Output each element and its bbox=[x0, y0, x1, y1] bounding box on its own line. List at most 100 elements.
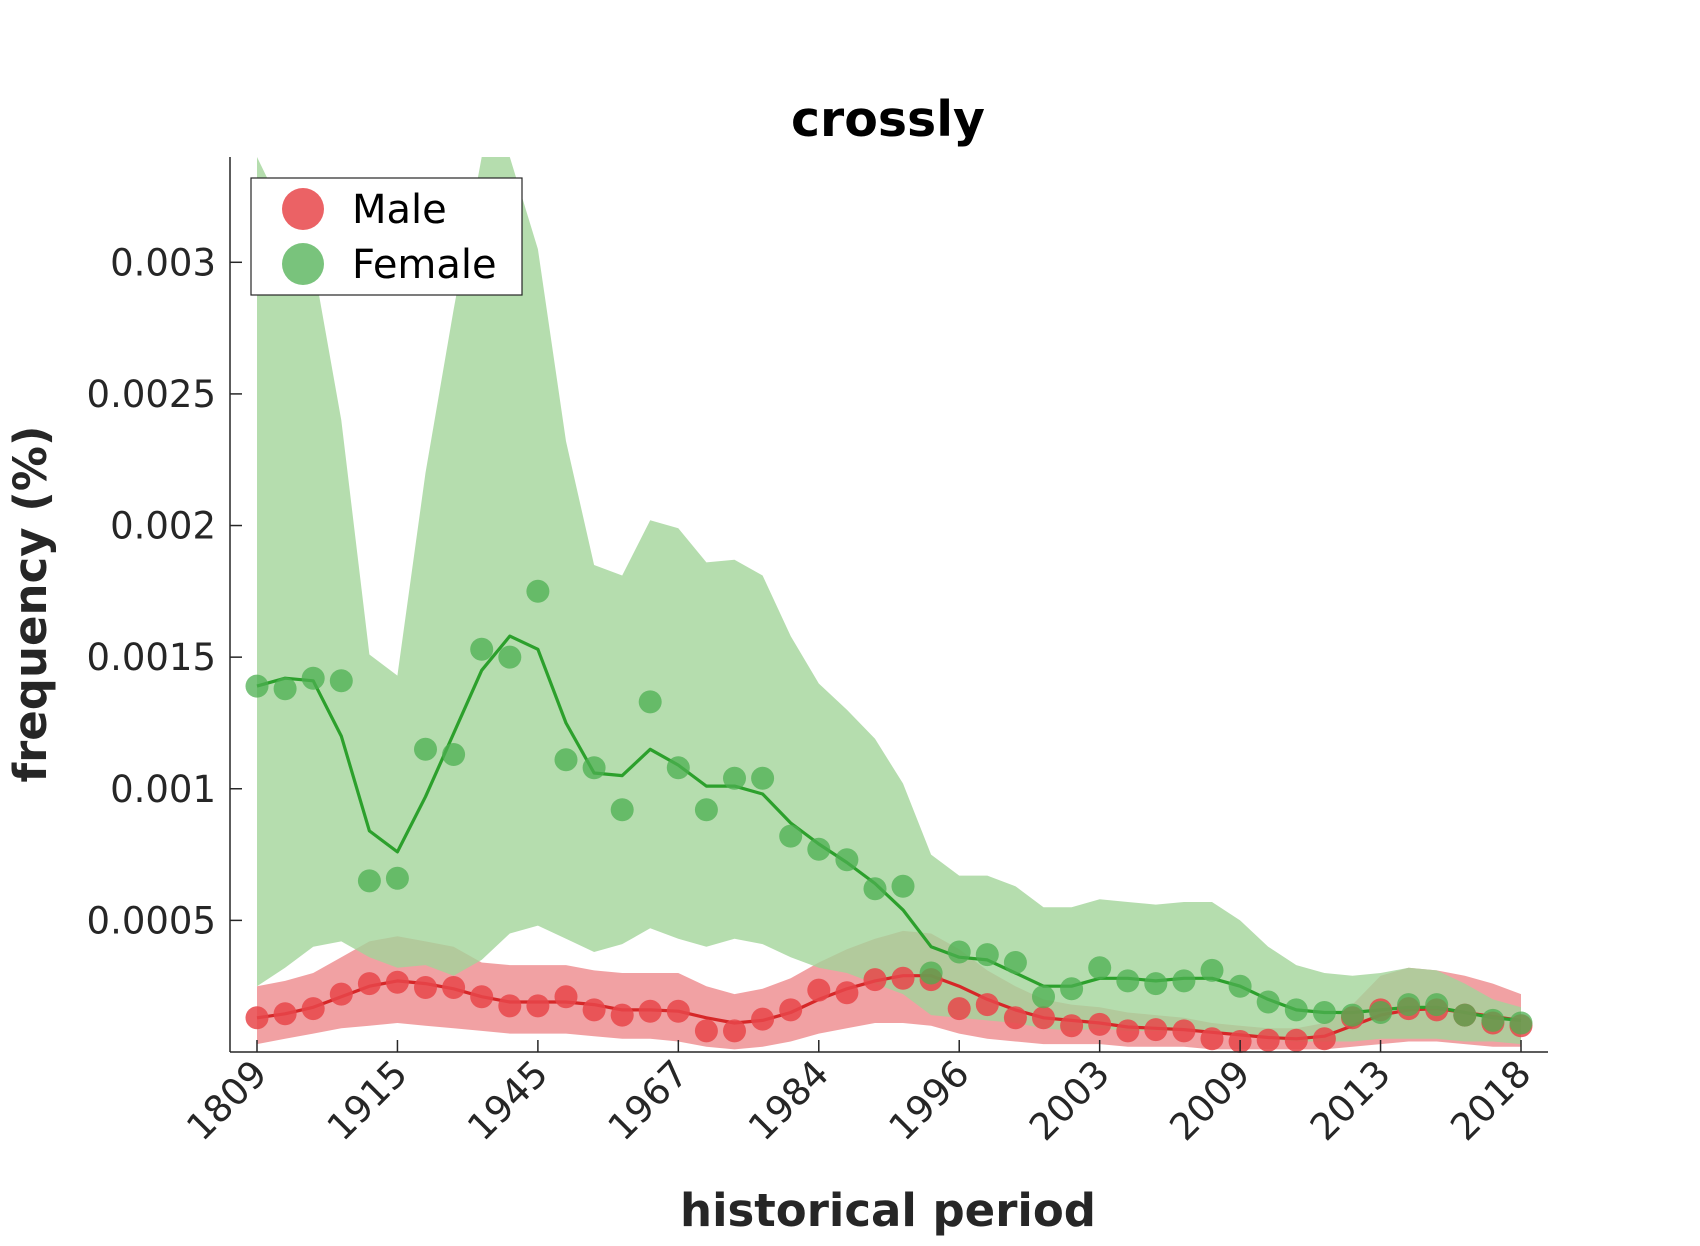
female-data-point bbox=[329, 669, 353, 693]
male-data-point bbox=[835, 981, 859, 1005]
y-axis-ticks: 0.0005 0.001 0.0015 0.002 0.0025 0.003 bbox=[87, 241, 242, 942]
male-trend-line bbox=[256, 974, 1522, 1041]
male-data-point bbox=[1312, 1027, 1336, 1051]
male-data-point bbox=[1200, 1027, 1224, 1051]
trend-lines bbox=[256, 634, 1522, 1041]
y-axis-label: frequency (%) bbox=[4, 426, 57, 783]
confidence-bands bbox=[257, 157, 1521, 1050]
female-data-point bbox=[245, 674, 269, 698]
male-data-point bbox=[723, 1019, 746, 1043]
female-data-point bbox=[1312, 1001, 1336, 1024]
y-tick-label: 0.0025 bbox=[87, 373, 216, 416]
male-data-point bbox=[666, 999, 690, 1023]
female-data-point bbox=[919, 961, 943, 985]
male-data-point bbox=[1172, 1019, 1196, 1043]
female-data-point bbox=[1032, 985, 1055, 1009]
female-data-point bbox=[807, 837, 831, 861]
male-data-point bbox=[1060, 1014, 1084, 1038]
male-data-point bbox=[1116, 1019, 1140, 1043]
female-data-point bbox=[1172, 969, 1196, 993]
male-data-point bbox=[1088, 1012, 1112, 1036]
male-data-point bbox=[414, 976, 437, 999]
female-data-point bbox=[1144, 972, 1168, 996]
female-data-point bbox=[1284, 998, 1308, 1022]
female-data-point bbox=[526, 579, 550, 603]
female-data-point bbox=[610, 798, 634, 822]
female-trend-line bbox=[256, 634, 1522, 1022]
male-data-point bbox=[301, 997, 325, 1021]
female-data-point bbox=[947, 940, 971, 964]
data-points bbox=[245, 579, 1533, 1053]
female-data-point bbox=[414, 737, 437, 761]
female-confidence-band bbox=[257, 157, 1521, 1045]
female-data-point bbox=[554, 748, 578, 772]
female-data-point bbox=[1369, 1001, 1393, 1024]
male-data-point bbox=[779, 998, 803, 1022]
female-data-point bbox=[1341, 1003, 1364, 1027]
male-data-point bbox=[498, 994, 522, 1018]
male-data-point bbox=[245, 1006, 269, 1030]
female-data-point bbox=[835, 848, 859, 872]
female-data-point bbox=[498, 645, 522, 669]
axes bbox=[229, 157, 1548, 1053]
male-data-point bbox=[526, 994, 550, 1018]
male-confidence-band bbox=[257, 930, 1521, 1050]
male-data-point bbox=[1003, 1006, 1027, 1030]
male-data-point bbox=[947, 997, 971, 1021]
male-data-point bbox=[975, 993, 999, 1017]
female-data-point bbox=[1116, 969, 1140, 993]
legend-label-female: Female bbox=[352, 242, 497, 288]
male-data-point bbox=[273, 1002, 297, 1026]
male-data-point bbox=[582, 998, 606, 1022]
male-data-point bbox=[1144, 1018, 1168, 1042]
legend-marker-female bbox=[282, 243, 324, 285]
female-data-point bbox=[666, 756, 690, 780]
female-data-point bbox=[1509, 1011, 1533, 1035]
male-data-point bbox=[891, 966, 915, 990]
male-data-point bbox=[610, 1003, 634, 1027]
male-data-point bbox=[694, 1019, 718, 1043]
female-data-point bbox=[638, 690, 662, 714]
female-data-point bbox=[751, 766, 775, 790]
female-data-point bbox=[1060, 977, 1084, 1001]
male-data-point bbox=[329, 982, 353, 1006]
female-data-point bbox=[1453, 1003, 1477, 1027]
male-data-point bbox=[638, 999, 662, 1023]
female-data-point bbox=[779, 824, 803, 848]
female-data-point bbox=[1088, 956, 1112, 980]
legend-marker-male bbox=[282, 188, 324, 230]
male-data-point bbox=[1284, 1028, 1308, 1052]
female-data-point bbox=[442, 743, 466, 766]
y-tick-label: 0.001 bbox=[110, 768, 216, 811]
female-data-point bbox=[723, 766, 746, 790]
female-data-point bbox=[1200, 958, 1224, 982]
female-data-point bbox=[301, 666, 325, 690]
female-data-point bbox=[1481, 1008, 1505, 1032]
female-data-point bbox=[1256, 990, 1280, 1014]
y-tick-label: 0.0015 bbox=[87, 636, 216, 679]
male-data-point bbox=[863, 968, 887, 992]
female-data-point bbox=[273, 677, 297, 701]
male-data-point bbox=[442, 976, 466, 999]
female-data-point bbox=[975, 943, 999, 967]
female-data-point bbox=[891, 874, 915, 898]
x-axis-label: historical period bbox=[680, 1184, 1096, 1237]
female-data-point bbox=[385, 866, 409, 890]
male-data-point bbox=[1032, 1006, 1055, 1030]
female-data-point bbox=[357, 869, 381, 893]
y-tick-label: 0.0005 bbox=[87, 899, 216, 942]
male-data-point bbox=[470, 985, 494, 1009]
legend: Male Female bbox=[250, 177, 523, 296]
female-data-point bbox=[470, 637, 494, 661]
female-data-point bbox=[582, 756, 606, 780]
legend-label-male: Male bbox=[352, 187, 447, 233]
male-data-point bbox=[385, 970, 409, 994]
female-data-point bbox=[1228, 974, 1252, 998]
male-data-point bbox=[554, 985, 578, 1009]
male-data-point bbox=[751, 1007, 775, 1031]
female-data-point bbox=[863, 877, 887, 901]
female-data-point bbox=[1003, 951, 1027, 974]
male-data-point bbox=[807, 978, 831, 1002]
female-data-point bbox=[694, 798, 718, 822]
